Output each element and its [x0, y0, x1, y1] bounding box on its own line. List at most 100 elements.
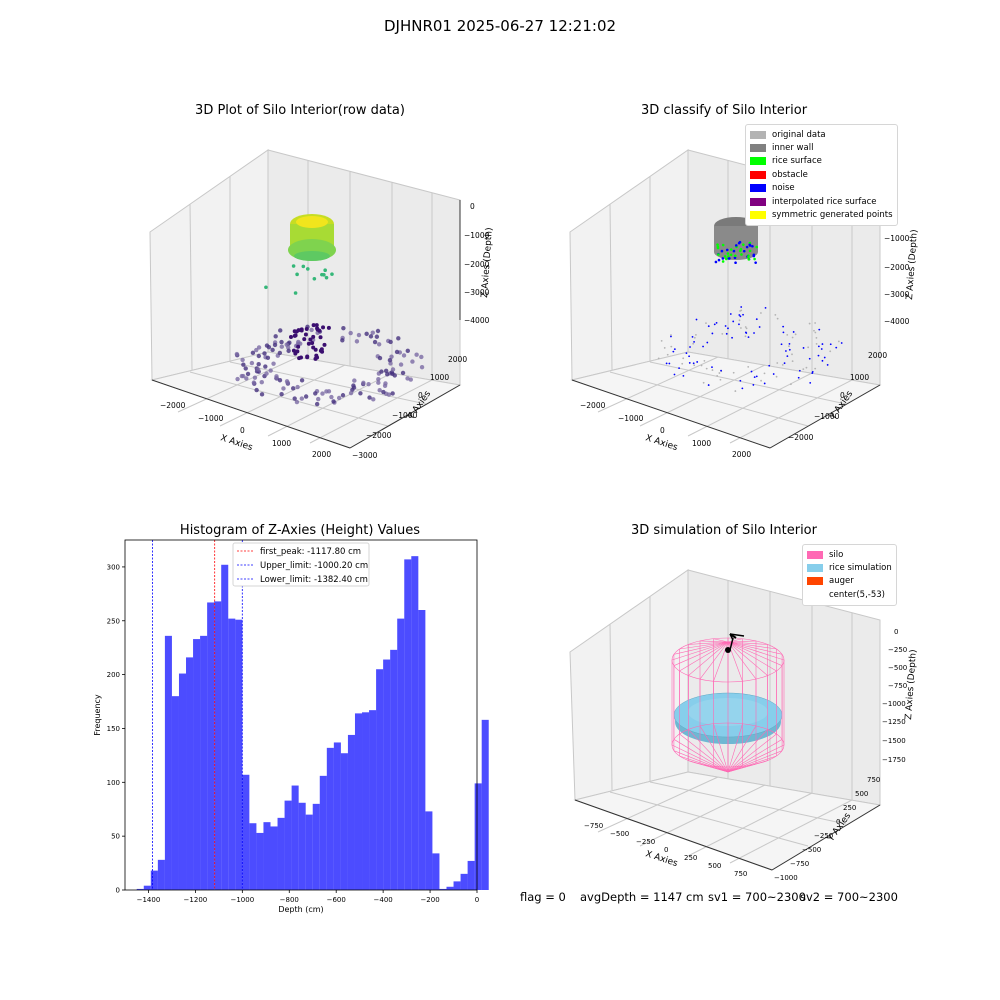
simulation-y-tick-labels: −1000 −750 −500 −250 0 250 500 750 [774, 776, 880, 882]
histogram-bar [291, 785, 299, 890]
raw-x-tick: 1000 [272, 439, 291, 448]
classify-point [835, 346, 838, 349]
histogram-frame [124, 539, 478, 891]
silo-roof-line [727, 641, 783, 666]
classify-point [780, 343, 783, 346]
raw-point [294, 399, 300, 405]
classify-point [829, 343, 832, 346]
silo-roof-line [727, 638, 743, 643]
raw-point [311, 323, 316, 328]
classify-point [815, 342, 818, 345]
raw-point [279, 344, 284, 349]
classify-point [734, 261, 737, 265]
histogram-bar [474, 783, 482, 890]
classify-point [692, 342, 695, 345]
histogram-x-tick-label: 0 [475, 896, 479, 904]
silo-floor-line [699, 725, 729, 773]
raw-point [290, 386, 296, 391]
silo-roof-line [727, 641, 777, 650]
simulation-z-tick: −500 [888, 664, 907, 672]
classify-point [820, 348, 823, 350]
classify-point [716, 243, 719, 246]
classify-point [738, 319, 741, 322]
raw-point [318, 335, 323, 340]
legend-item: auger [807, 575, 892, 588]
raw-point [348, 390, 354, 396]
histogram-bar [397, 618, 405, 890]
legend-label: interpolated rice surface [772, 196, 877, 207]
histogram-legend: first_peak: -1117.80 cm Upper_limit: -10… [232, 542, 370, 587]
simulation-x-tick: 250 [684, 854, 697, 862]
histogram-bar [263, 822, 271, 890]
silo-floor-line [679, 755, 729, 773]
raw-x-tick-labels: −2000 −1000 0 1000 2000 [160, 401, 331, 459]
raw-point [264, 285, 268, 290]
classify-point [660, 339, 663, 342]
classify-x-tick: −1000 [618, 414, 644, 423]
histogram-y-tick-label: 300 [107, 563, 120, 571]
classify-point [764, 306, 767, 309]
raw-point [419, 354, 424, 360]
raw-x-tick: 2000 [312, 450, 331, 459]
classify-point [672, 350, 675, 353]
raw-y-tick-labels: −3000 −2000 −1000 0 1000 2000 [352, 355, 467, 460]
raw-point [354, 339, 360, 344]
classify-point [738, 323, 740, 326]
histogram-reference-lines [152, 540, 243, 890]
silo-floor-line [727, 755, 777, 773]
raw-point [295, 272, 299, 277]
classify-point [798, 369, 801, 372]
classify-point [733, 254, 737, 258]
raw-point [322, 342, 327, 347]
raw-point [375, 328, 381, 334]
legend-swatch [807, 591, 823, 599]
classify-point [725, 257, 728, 261]
raw-point [340, 393, 346, 398]
raw-point [316, 396, 321, 402]
raw-point [376, 376, 381, 382]
silo-floor-line [727, 723, 743, 773]
raw-scatter-points [234, 264, 425, 407]
simulation-z-tick: −1750 [882, 756, 906, 764]
classify-point [794, 333, 797, 336]
classify-point [670, 345, 673, 348]
raw-point [245, 371, 251, 377]
legend-label: noise [772, 183, 795, 194]
classify-x-tick-labels: −2000 −1000 0 1000 2000 [580, 401, 751, 459]
simulation-z-tick: −1250 [882, 718, 906, 726]
classify-z-tick-labels: −1000 −2000 −3000 −4000 [884, 234, 910, 326]
classify-x-tick: −2000 [580, 401, 606, 410]
raw-point [376, 380, 381, 385]
classify-point [809, 381, 812, 384]
classify-point [775, 375, 778, 378]
raw-point [291, 348, 296, 353]
silo-roof-line [679, 641, 729, 672]
classify-point [760, 312, 762, 314]
silo-ring [671, 637, 785, 683]
simulation-x-tick: 500 [708, 862, 721, 870]
histogram-bar [425, 811, 433, 890]
silo-roof-line [673, 641, 729, 666]
classify-point [782, 325, 785, 328]
raw-point [309, 327, 314, 333]
histogram-bar [284, 800, 292, 890]
histogram-y-label: Frequency [93, 694, 102, 736]
classify-point [696, 361, 699, 363]
histogram-bar [376, 669, 384, 890]
raw-y-tick: −2000 [366, 431, 392, 440]
raw-point [284, 342, 289, 347]
raw-point [318, 348, 323, 353]
raw-point [299, 378, 305, 383]
classify-point [720, 249, 724, 253]
histogram-bar [340, 753, 348, 890]
classify-point [754, 261, 757, 264]
classify-point [782, 331, 785, 334]
raw-point [243, 366, 248, 371]
histogram-bar [411, 556, 419, 890]
classify-point [717, 253, 720, 256]
classify-x-axis-label: X Axies [644, 433, 679, 453]
silo-floor-line [713, 723, 729, 773]
classify-point [746, 255, 750, 259]
legend-item: silo [807, 548, 892, 561]
classify-point [747, 258, 751, 261]
